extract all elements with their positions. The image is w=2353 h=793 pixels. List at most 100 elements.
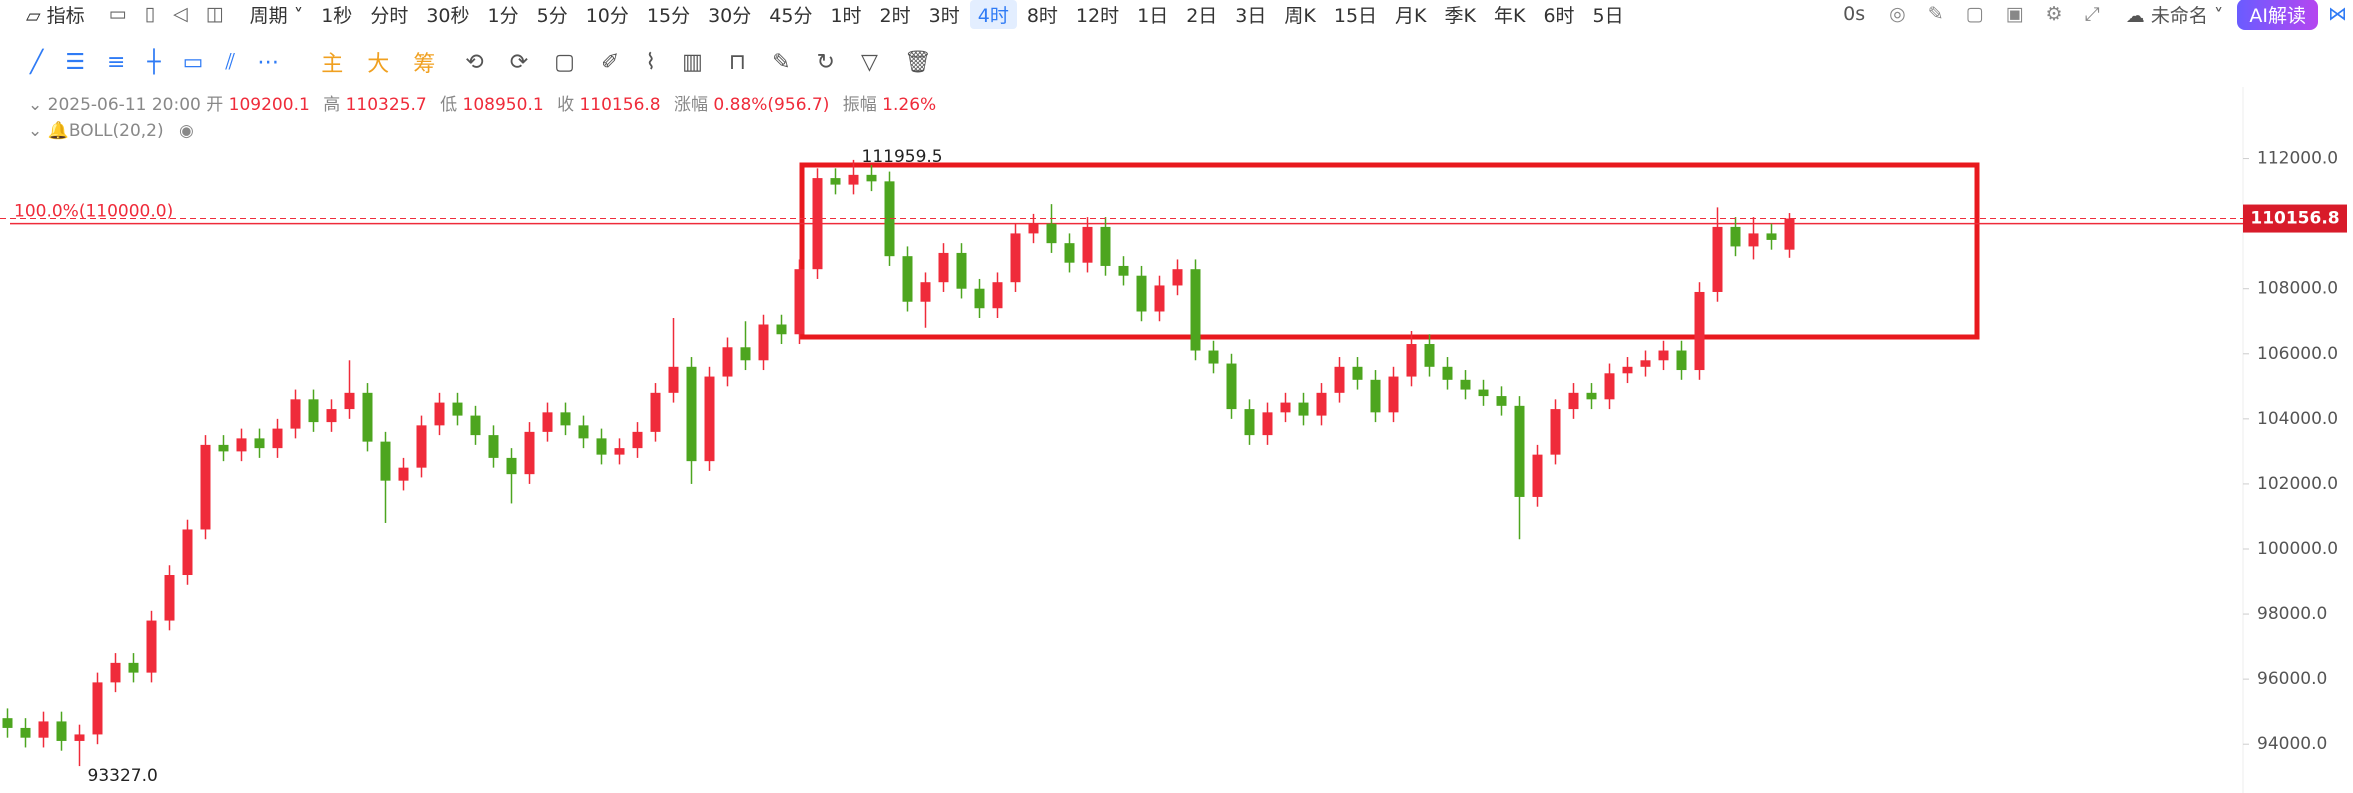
interval-button[interactable]: 季K [1444,4,1476,27]
candle-body [1712,226,1723,292]
candle-body [20,727,31,738]
high-label: 高 [323,95,341,115]
interval-button[interactable]: 30分 [708,4,752,27]
indicator-name[interactable]: BOLL(20,2) [68,121,164,141]
top-toolbar: ▱ 指标 ▭▯◁◫ 周期 ˅ 1秒 分时 30秒 1分 5分 10分 15分 30分 45分 1时… [0,0,2353,30]
period-button[interactable]: 周期 ˅ [249,4,304,27]
interval-button[interactable]: 2时 [879,4,911,27]
candle-body [254,438,265,449]
interval-button[interactable]: 分时 [370,4,409,27]
interval-button[interactable]: 15日 [1333,4,1378,27]
low-value: 108950.1 [462,95,544,115]
right-icons[interactable]: ◎✎▢▣⚙⤢ [1889,3,2122,25]
candle-body [488,435,499,458]
candle-body [1262,412,1273,436]
ai-button[interactable]: AI解读 [2237,0,2318,30]
interval-button[interactable]: 4时 [969,0,1017,29]
interval-button[interactable]: 1分 [487,4,519,27]
interval-button[interactable]: 1时 [830,4,862,27]
candle-body [236,438,247,452]
close-value: 110156.8 [579,95,661,115]
interval-button[interactable]: 6时 [1543,4,1575,27]
candle-body [902,256,913,302]
candle-body [776,324,787,335]
interval-button[interactable]: 12时 [1075,4,1120,27]
candle-body [1568,392,1579,410]
candle-body [686,366,697,462]
candle-body [938,252,949,283]
high-marker: 111959.5 [862,147,943,167]
candle-body [38,721,49,738]
candle-body [866,174,877,182]
draw-icons[interactable]: ╱☰≡┼▭⫽⋯ [30,49,302,75]
y-tick-label: 96000.0 [2257,669,2327,689]
candle-body [794,269,805,335]
interval-button[interactable]: 3时 [928,4,960,27]
candle-body [830,178,841,185]
interval-button[interactable]: 45分 [769,4,813,27]
interval-button[interactable]: 月K [1395,4,1427,27]
candle-body [524,431,535,475]
candle-body [56,721,67,741]
toolbar-icons[interactable]: ▭▯◁◫ [108,3,242,25]
interval-button[interactable]: 15分 [646,4,691,27]
chips-button[interactable]: 筹 [413,52,436,77]
interval-button[interactable]: 10分 [585,4,629,27]
candle-body [1280,402,1291,413]
drawing-toolbar: ╱☰≡┼▭⫽⋯ 主 大 筹 ⟲⟳▢✐⌇▥⊓✎↻▽🗑 [0,44,958,80]
change-value: 0.88%(956.7) [713,95,830,115]
candle-body [1586,392,1597,400]
candle-body [956,252,967,289]
big-button[interactable]: 大 [367,52,390,77]
candle-body [1154,285,1165,312]
candle-body [452,402,463,416]
interval-button[interactable]: 5日 [1592,4,1624,27]
interval-button[interactable]: 1日 [1137,4,1169,27]
candle-body [1676,350,1687,371]
candle-body [578,425,589,439]
candle-body [1028,223,1039,234]
candle-body [200,444,211,530]
candle-body [884,181,895,257]
candle-body [416,425,427,468]
candle-body [1748,233,1759,247]
candle-body [1136,275,1147,312]
candle-body [1694,291,1705,371]
interval-button[interactable]: 周K [1284,4,1316,27]
candle-body [722,347,733,377]
interval-button[interactable]: 2日 [1186,4,1218,27]
indicator-button[interactable]: ▱ 指标 [26,4,85,27]
y-tick-label: 108000.0 [2257,279,2338,299]
interval-button[interactable]: 8时 [1026,4,1058,27]
interval-button[interactable]: 1秒 [321,4,353,27]
candle-body [326,409,337,423]
layout-button[interactable]: ☁ 未命名 ˅ [2125,4,2224,27]
close-label: 收 [557,95,575,115]
candle-body [164,575,175,621]
tool-icons[interactable]: ⟲⟳▢✐⌇▥⊓✎↻▽🗑 [465,49,958,75]
last-price-label: 110156.8 [2250,209,2339,229]
candle-body [344,392,355,410]
candle-body [1478,389,1489,397]
timer: 0s [1843,3,1866,25]
candle-body [2,718,13,728]
interval-button[interactable]: 3日 [1235,4,1267,27]
candle-body [1514,405,1525,497]
interval-button[interactable]: 5分 [536,4,568,27]
candle-body [506,457,517,475]
open-label: 开 [206,95,224,115]
candle-body [362,392,373,442]
interval-button[interactable]: 30秒 [426,4,470,27]
candle-body [1208,350,1219,364]
share-icon[interactable]: ⋈ [2328,3,2347,25]
interval-list: 1秒 分时 30秒 1分 5分 10分 15分 30分 45分 1时 2时 3时 4时 8时 12时 1日 2日… [313,0,1631,29]
candle-body [1226,363,1237,410]
y-tick-label: 100000.0 [2257,539,2338,559]
candle-body [1496,396,1507,406]
candle-body [1352,366,1363,380]
candle-body [146,620,157,673]
interval-button[interactable]: 年K [1493,4,1526,27]
candle-body [614,448,625,455]
main-button[interactable]: 主 [321,52,344,77]
